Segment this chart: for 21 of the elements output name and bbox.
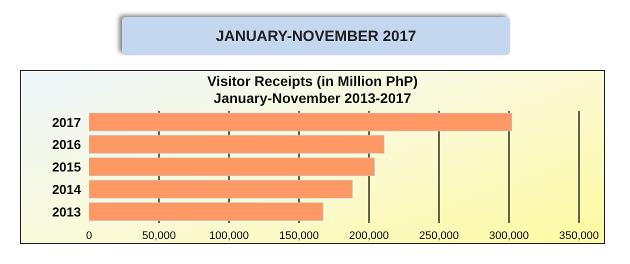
y-tick-label: 2015 [52,160,81,175]
text: JANUARY-NOVEMBER 2017 [122,17,510,55]
x-tick-label: 300,000 [489,230,529,242]
y-tick-label: 2017 [52,114,81,130]
bar [89,158,375,176]
x-tick-label: 50,000 [142,230,176,242]
bar [89,112,512,132]
bar [89,135,384,154]
x-tick-label: 150,000 [279,230,319,242]
y-tick-label: 2014 [52,182,82,198]
y-tick-label: 2013 [52,204,81,220]
x-tick-label: 200,000 [349,230,389,242]
bar [89,180,353,198]
chart-title: Visitor Receipts (in Million PhP) [206,73,419,90]
chart-subtitle: January-November 2013-2017 [212,90,412,107]
y-tick-label: 2016 [52,137,81,152]
x-tick-label: 100,000 [209,230,249,242]
x-tick-label: 250,000 [419,230,459,242]
x-tick-label: 350,000 [559,230,599,242]
x-tick-label: 0 [86,230,92,242]
bar [89,202,324,221]
